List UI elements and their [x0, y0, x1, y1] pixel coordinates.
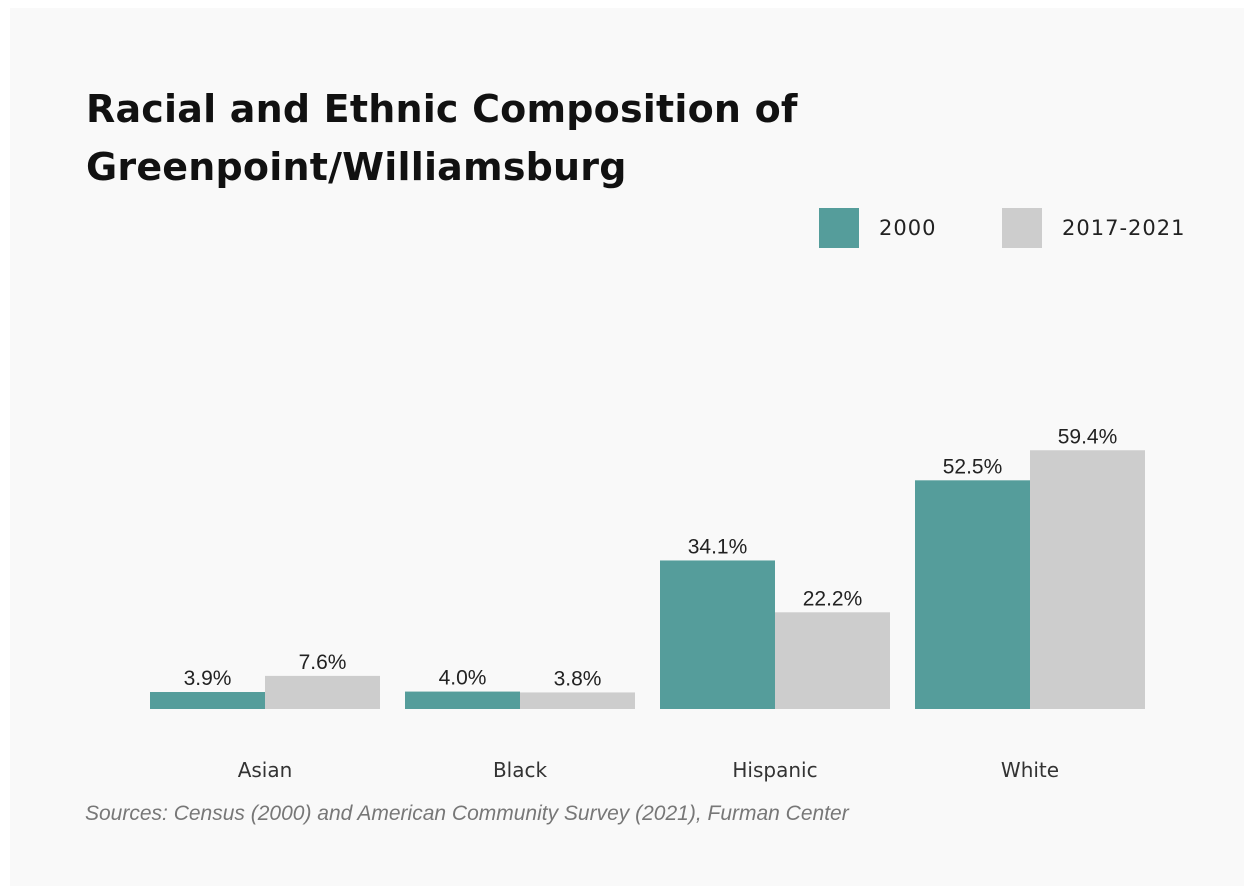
legend-item-2017-2021: 2017-2021: [1002, 208, 1185, 248]
data-label-asian-2000: 3.9%: [184, 667, 232, 690]
legend-swatch-2017-2021: [1002, 208, 1042, 248]
bar-asian-2017-2021: [265, 675, 380, 709]
data-label-black-2000: 4.0%: [439, 667, 487, 690]
category-label-black: Black: [493, 758, 548, 782]
bar-white-2017-2021: [1030, 450, 1145, 709]
data-label-hispanic-2017-2021: 22.2%: [803, 587, 863, 610]
category-label-white: White: [1001, 758, 1059, 782]
data-label-asian-2017-2021: 7.6%: [299, 651, 347, 674]
source-note: Sources: Census (2000) and American Comm…: [85, 802, 849, 825]
data-label-white-2000: 52.5%: [943, 455, 1003, 478]
chart-title: Racial and Ethnic Composition of Greenpo…: [86, 87, 798, 189]
bar-hispanic-2000: [660, 560, 775, 709]
legend-item-2000: 2000: [819, 208, 936, 248]
legend-label-2000: 2000: [879, 216, 937, 240]
data-label-black-2017-2021: 3.8%: [554, 667, 602, 690]
data-label-hispanic-2000: 34.1%: [688, 535, 748, 558]
category-label-hispanic: Hispanic: [732, 758, 817, 782]
bar-hispanic-2017-2021: [775, 612, 890, 709]
bar-black-2017-2021: [520, 692, 635, 709]
bar-white-2000: [915, 480, 1030, 709]
chart-card: [10, 8, 1244, 886]
legend-swatch-2000: [819, 208, 859, 248]
data-label-white-2017-2021: 59.4%: [1058, 425, 1118, 448]
legend-label-2017-2021: 2017-2021: [1062, 216, 1186, 240]
bar-black-2000: [405, 691, 520, 709]
bar-asian-2000: [150, 692, 265, 709]
category-label-asian: Asian: [238, 758, 293, 782]
